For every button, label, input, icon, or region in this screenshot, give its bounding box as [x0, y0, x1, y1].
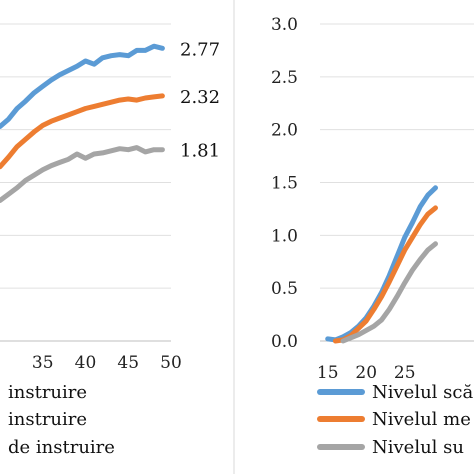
y-tick-label: 0.5: [271, 279, 298, 299]
legend-entry: Nivelul su: [372, 437, 464, 458]
y-tick-label: 1.0: [271, 226, 298, 246]
data-label: 2.77: [180, 39, 220, 60]
x-tick-label: 40: [75, 353, 97, 373]
y-tick-label: 0.0: [271, 332, 298, 352]
series-line-1: [0, 43, 165, 129]
x-tick-label: 35: [32, 353, 54, 373]
y-tick-label: 3.0: [271, 15, 298, 35]
legend-entry: de instruire: [8, 437, 115, 458]
y-tick-label: 2.0: [271, 121, 298, 141]
x-tick-label: 20: [355, 363, 377, 383]
data-label: 2.32: [180, 87, 220, 108]
y-tick-label: 2.5: [271, 68, 298, 88]
legend-entry: instruire: [8, 382, 87, 403]
x-tick-label: 45: [117, 353, 139, 373]
legend-entry: instruire: [8, 409, 87, 430]
series-line-3: [0, 145, 165, 203]
x-tick-label: 50: [160, 353, 182, 373]
series-line-2: [332, 205, 438, 344]
y-tick-label: 1.5: [271, 174, 298, 194]
x-tick-label: 15: [317, 363, 339, 383]
data-label: 1.81: [180, 141, 220, 162]
series-line-3: [340, 241, 438, 344]
left-chart: 35 40 45 50 2.77 2.32 1.81 instruire instruire de…: [0, 23, 220, 458]
x-tick-label: 25: [394, 363, 416, 383]
legend-entry: Nivelul me: [372, 409, 471, 430]
series-line-2: [0, 93, 165, 170]
legend-entry: Nivelul scă: [372, 382, 473, 403]
